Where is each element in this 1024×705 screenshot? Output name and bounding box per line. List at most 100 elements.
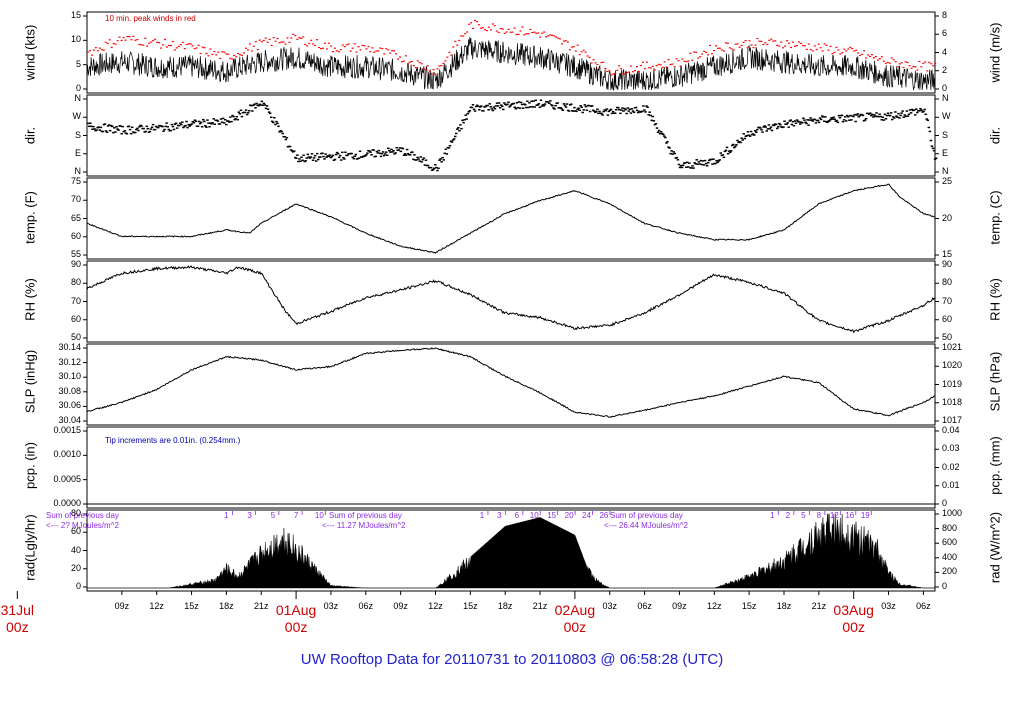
- wind-direction-point: [308, 157, 312, 159]
- wind-direction-point: [763, 125, 766, 127]
- rad-hour-label: 8: [816, 511, 822, 520]
- temp-right-tick-label: 20: [942, 212, 953, 223]
- wind-direction-point: [289, 149, 293, 151]
- wind-direction-point: [438, 159, 441, 161]
- wind-direction-point: [325, 156, 328, 158]
- wind-direction-point: [611, 110, 615, 113]
- wind-direction-point: [788, 120, 792, 122]
- wind-direction-point: [244, 109, 248, 111]
- wind-direction-point: [519, 101, 523, 104]
- wind-direction-point: [790, 123, 794, 126]
- wind-direction-point: [250, 104, 253, 107]
- wind-speed-line: [86, 37, 936, 91]
- wind-direction-point: [607, 110, 611, 113]
- wind-direction-point: [559, 107, 563, 109]
- wind-direction-point: [206, 119, 209, 121]
- wind-direction-point: [831, 118, 834, 120]
- wind-direction-point: [673, 152, 677, 155]
- x-tick-label: 18z: [219, 601, 234, 611]
- wind-direction-point: [292, 150, 296, 152]
- wind-direction-point: [134, 131, 137, 134]
- rh-left-tick-label: 80: [70, 277, 81, 288]
- wind-direction-point: [377, 149, 381, 152]
- wind-direction-point: [462, 121, 465, 124]
- wind-direction-point: [613, 112, 617, 114]
- wind-direction-point: [464, 114, 467, 116]
- wind-direction-point: [881, 116, 885, 119]
- rad-hour-label: 2: [785, 511, 791, 520]
- wind-direction-point: [680, 166, 684, 169]
- wind-direction-point: [602, 110, 605, 113]
- wind-direction-point: [528, 102, 531, 104]
- wind-direction-point: [148, 130, 152, 133]
- wind-direction-point: [760, 129, 763, 131]
- wind-direction-point: [858, 115, 862, 117]
- wind-direction-point: [650, 119, 654, 122]
- wind-direction-point: [296, 154, 299, 156]
- wind-direction-point: [556, 102, 559, 104]
- wind-direction-point: [538, 106, 542, 109]
- x-tick-label: 21z: [253, 601, 269, 611]
- wind-direction-point: [264, 107, 268, 110]
- wind-direction-point: [402, 154, 406, 156]
- rh-panel-frame: [86, 260, 936, 343]
- wind-direction-point: [779, 123, 782, 126]
- wind-direction-point: [186, 126, 189, 129]
- wind-direction-point: [92, 125, 95, 128]
- wind-direction-point: [927, 126, 931, 129]
- wind-direction-point: [731, 144, 734, 147]
- wind-direction-point: [108, 129, 112, 132]
- wind-direction-point: [832, 116, 835, 119]
- wind-direction-point: [774, 123, 778, 126]
- wind-direction-point: [591, 109, 595, 112]
- wind-direction-point: [667, 146, 670, 148]
- wind-direction-point: [350, 152, 353, 155]
- rad-hour-label: 7: [293, 511, 299, 520]
- wind-direction-point: [764, 126, 767, 128]
- wind-direction-point: [440, 161, 443, 163]
- wind-direction-point: [814, 122, 818, 124]
- wind-direction-point: [253, 103, 256, 106]
- rad-left-tick-label: 80: [70, 508, 81, 518]
- wind-direction-point: [512, 102, 516, 105]
- wind-direction-point: [848, 119, 851, 121]
- wind-direction-point: [263, 104, 267, 106]
- wind-direction-point: [517, 101, 521, 103]
- wind-direction-point: [906, 115, 910, 117]
- wind-direction-point: [162, 130, 165, 132]
- rad-hour-label: 5: [270, 511, 276, 520]
- wind-direction-point: [99, 126, 103, 129]
- wind-direction-point: [136, 127, 139, 130]
- wind-direction-point: [649, 114, 652, 117]
- rh-left-tick-label: 70: [70, 295, 81, 306]
- wind-direction-point: [172, 128, 176, 131]
- wind-direction-point: [723, 150, 727, 153]
- slp-left-tick-label: 30.04: [58, 415, 81, 425]
- temp-line: [86, 183, 935, 254]
- rad-right-tick-label: 0: [942, 581, 948, 591]
- wind-direction-point: [837, 114, 841, 117]
- wind-direction-point: [746, 131, 750, 133]
- wind-direction-point: [137, 129, 140, 132]
- wind-direction-point: [518, 107, 522, 109]
- wind-direction-point: [882, 119, 886, 121]
- wind-direction-point: [550, 104, 553, 106]
- wind-direction-point: [600, 112, 603, 115]
- wind-direction-point: [417, 158, 420, 160]
- wind-direction-point: [716, 161, 719, 164]
- wind-direction-point: [597, 112, 600, 115]
- wind-direction-point: [749, 130, 753, 133]
- wind-direction-point: [619, 112, 622, 115]
- wind-direction-point: [896, 116, 899, 118]
- wind-direction-point: [105, 131, 109, 133]
- slp-right-tick-label: 1018: [942, 396, 963, 407]
- wind-direction-point: [618, 108, 621, 111]
- wind-direction-point: [140, 125, 143, 127]
- wind-direction-point: [736, 139, 739, 142]
- wind-direction-point: [579, 105, 582, 107]
- wind-direction-point: [314, 160, 318, 162]
- wind-direction-point: [521, 107, 525, 109]
- wind-direction-point: [802, 117, 805, 119]
- wind-direction-point: [801, 122, 804, 124]
- wind-direction-point: [840, 114, 844, 117]
